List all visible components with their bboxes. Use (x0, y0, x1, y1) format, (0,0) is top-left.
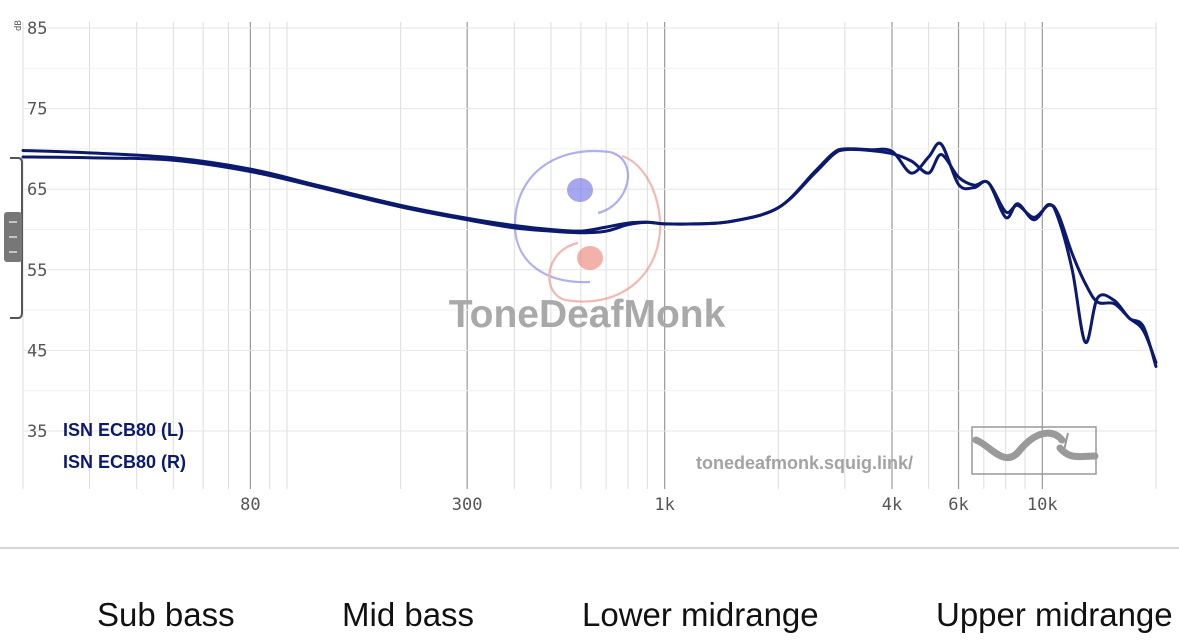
x-tick-label: 6k (948, 495, 968, 515)
watermark-brand: ToneDeafMonk (449, 293, 726, 336)
curves (21, 141, 1158, 368)
y-scale-handle[interactable] (4, 157, 23, 319)
x-tick-label: 1k (654, 495, 674, 515)
logo-red-arc (564, 154, 662, 303)
legend: ISN ECB80 (L) ISN ECB80 (R) (63, 420, 186, 472)
frequency-response-graph: ToneDeafMonk 85 75 65 55 45 35 80 300 1k 4k 6k 10k… (4, 19, 1158, 515)
logo-blue-head (567, 178, 593, 202)
x-tick-label: 4k (882, 495, 902, 515)
y-tick-label: 45 (27, 341, 47, 361)
x-tick-label: 10k (1027, 495, 1058, 515)
y-tick-label: 75 (27, 100, 47, 120)
logo-red-head (577, 246, 603, 270)
band-label-sub-bass: Sub bass (97, 596, 235, 633)
band-label-lower-midrange: Lower midrange (582, 596, 819, 633)
x-axis: 80 300 1k 4k 6k 10k (240, 495, 1058, 515)
legend-entry-right[interactable]: ISN ECB80 (R) (63, 452, 186, 472)
legend-entry-left[interactable]: ISN ECB80 (L) (63, 420, 184, 440)
y-tick-label: 85 (27, 19, 47, 39)
band-label-mid-bass: Mid bass (342, 596, 475, 633)
y-tick-label: 65 (27, 180, 47, 200)
x-tick-label: 300 (452, 495, 483, 515)
y-axis: 85 75 65 55 45 35 (27, 19, 47, 442)
logo-red-tail (548, 241, 579, 302)
grid-lines (22, 22, 1158, 489)
y-unit-label: dB (14, 20, 24, 31)
y-tick-label: 55 (27, 261, 47, 281)
squiglink-logo (971, 426, 1099, 475)
site-url: tonedeafmonk.squig.link/ (696, 453, 913, 473)
logo-blue-tail (597, 150, 629, 215)
series-line-right (21, 141, 1158, 368)
watermark-logo (513, 149, 662, 303)
x-tick-label: 80 (240, 495, 260, 515)
y-tick-label: 35 (27, 422, 47, 442)
band-label-upper-midrange: Upper midrange (936, 596, 1173, 633)
divider (0, 547, 1179, 549)
